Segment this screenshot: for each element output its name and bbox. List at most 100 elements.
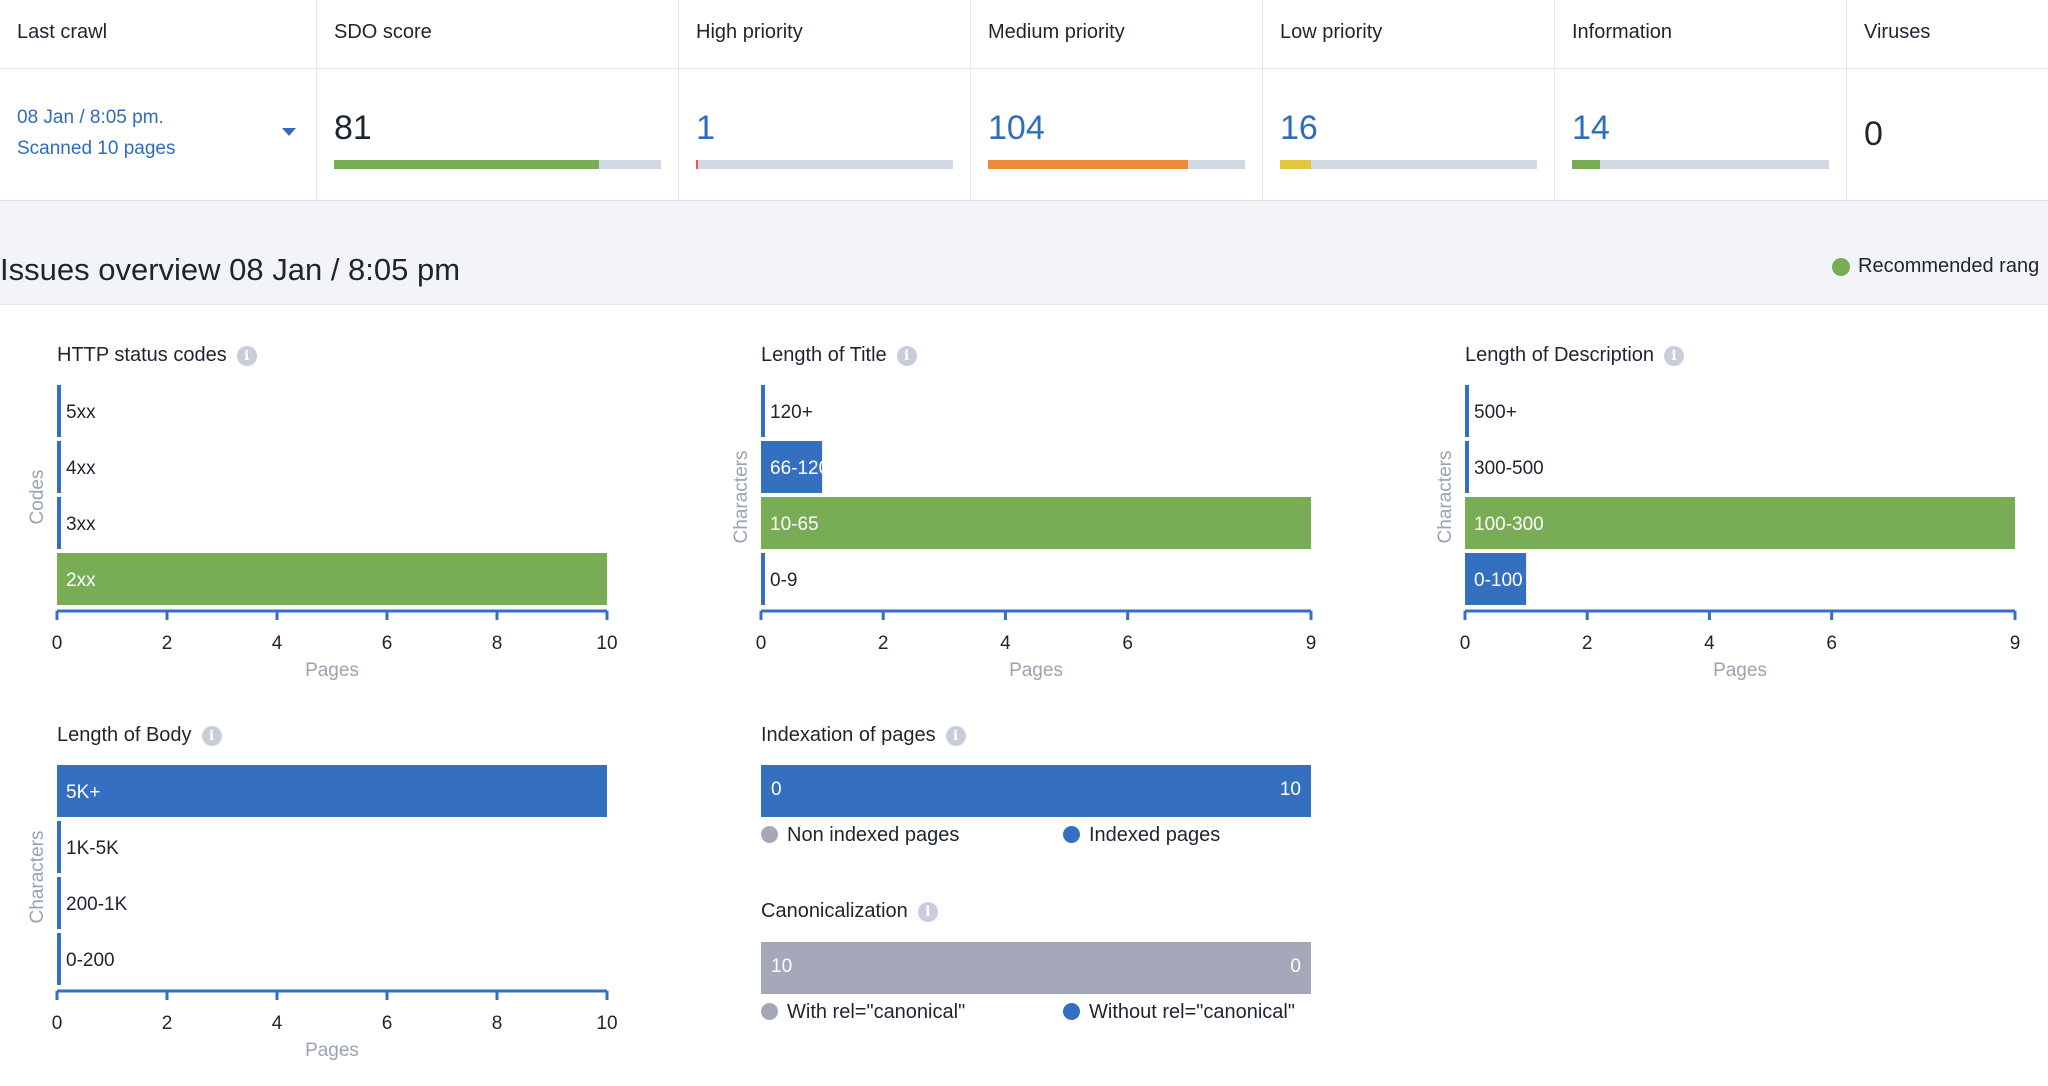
indexation-title: Indexation of pages i [761,724,966,747]
column-divider [1846,0,1847,200]
bar-100-300[interactable] [1465,497,2015,549]
info-icon[interactable]: i [896,346,917,366]
with-canonical-value: 10 [771,956,793,977]
bar-0-9[interactable] [761,553,765,605]
column-divider [316,0,317,200]
high-priority-value[interactable]: 1 [696,109,715,147]
bar-label-100-300: 100-300 [1474,514,1544,535]
x-tick-label: 6 [382,1013,393,1034]
http-status-title: HTTP status codes i [57,344,257,367]
bar-1K-5K[interactable] [57,821,61,873]
column-divider [1262,0,1263,200]
x-tick-label: 10 [596,633,617,654]
body-length-title: Length of Body i [57,724,222,747]
bar-300-500[interactable] [1465,441,1469,493]
bar-5K+[interactable] [57,765,607,817]
with-canonical-segment [761,942,1311,994]
title-length-title-text: Length of Title [761,344,887,366]
bar-66-120[interactable] [761,441,823,493]
x-tick-label: 2 [162,1013,173,1034]
info-icon[interactable]: i [945,726,966,746]
x-axis-title: Pages [305,1040,359,1061]
bar-label-1K-5K: 1K-5K [66,838,119,859]
x-axis-title: Pages [1713,660,1767,681]
non-indexed-value: 0 [771,779,782,800]
medium-priority-value[interactable]: 104 [988,109,1045,147]
without-canonical-legend: Without rel="canonical" [1063,1001,1295,1024]
low-priority-value[interactable]: 16 [1280,109,1318,147]
high-priority-header: High priority [696,21,803,43]
high-priority-bar-fill [696,160,698,169]
column-divider [678,0,679,200]
information-bar [1572,160,1829,169]
info-icon[interactable]: i [201,726,222,746]
information-bar-fill [1572,160,1600,169]
low-priority-header: Low priority [1280,21,1383,43]
x-tick-label: 6 [382,633,393,654]
chevron-down-icon[interactable] [282,128,296,136]
crawl-pages-link[interactable]: Scanned 10 pages [17,138,176,159]
medium-priority-bar [988,160,1245,169]
bar-label-120+: 120+ [770,402,813,423]
non-indexed-legend: Non indexed pages [761,824,959,847]
bar-label-10-65: 10-65 [770,514,819,535]
without-canonical-value: 0 [1290,956,1301,977]
x-tick-label: 9 [1306,633,1317,654]
x-tick-label: 9 [2010,633,2021,654]
http-status-chart: 5xx 4xx 3xx 2xx 0 2 4 6 8 10 Pages Codes [27,385,618,681]
non-indexed-label: Non indexed pages [787,824,960,846]
bar-4xx[interactable] [57,441,61,493]
last-crawl-header: Last crawl [17,21,108,43]
bar-0-200[interactable] [57,933,61,985]
indexation-title-text: Indexation of pages [761,724,936,746]
sdo-score-value: 81 [334,109,372,147]
x-tick-label: 4 [272,633,283,654]
info-icon[interactable]: i [1664,346,1685,366]
medium-priority-bar-fill [988,160,1188,169]
x-tick-label: 0 [756,633,767,654]
x-tick-label: 6 [1122,633,1133,654]
bar-120+[interactable] [761,385,765,437]
viruses-header: Viruses [1864,21,1931,43]
x-tick-label: 0 [52,633,63,654]
title-length-title: Length of Title i [761,344,917,367]
recommended-range-label: Recommended rang [1858,255,2040,277]
bar-label-300-500: 300-500 [1474,458,1544,479]
bar-10-65[interactable] [761,497,1311,549]
with-canonical-label: With rel="canonical" [787,1001,966,1023]
medium-priority-header: Medium priority [988,21,1125,43]
viruses-value: 0 [1864,115,1883,153]
bar-0-100[interactable] [1465,553,1527,605]
canonicalization-bar: 10 0 [761,942,1311,994]
info-icon[interactable]: i [236,346,257,366]
information-value[interactable]: 14 [1572,109,1610,147]
indexed-value: 10 [1279,779,1301,800]
canonicalization-title-text: Canonicalization [761,900,908,922]
x-tick-label: 4 [272,1013,283,1034]
bar-500+[interactable] [1465,385,1469,437]
bar-label-5xx: 5xx [66,402,96,423]
issues-overview-title: Issues overview 08 Jan / 8:05 pm [0,252,461,287]
x-tick-label: 4 [1704,633,1715,654]
summary-strip: Last crawl 08 Jan / 8:05 pm. Scanned 10 … [0,0,2048,201]
bar-200-1K[interactable] [57,877,61,929]
x-tick-label: 8 [492,1013,503,1034]
bar-3xx[interactable] [57,497,61,549]
non-indexed-dot [761,826,778,843]
summary-divider [0,68,2048,69]
bar-5xx[interactable] [57,385,61,437]
x-tick-label: 2 [878,633,889,654]
column-divider [1554,0,1555,200]
body-length-chart: 5K+ 1K-5K 200-1K 0-200 0 2 4 6 8 10 Pages Character… [27,765,618,1061]
info-icon[interactable]: i [917,902,938,922]
bar-label-0-200: 0-200 [66,950,115,971]
x-tick-label: 0 [1460,633,1471,654]
bar-label-66-120: 66-120 [770,458,829,479]
x-tick-label: 2 [1582,633,1593,654]
crawl-date-link[interactable]: 08 Jan / 8:05 pm. [17,107,164,128]
bar-2xx[interactable] [57,553,607,605]
body-length-title-text: Length of Body [57,724,192,746]
description-length-title: Length of Description i [1465,344,1685,367]
x-tick-label: 6 [1826,633,1837,654]
x-tick-label: 4 [1000,633,1011,654]
